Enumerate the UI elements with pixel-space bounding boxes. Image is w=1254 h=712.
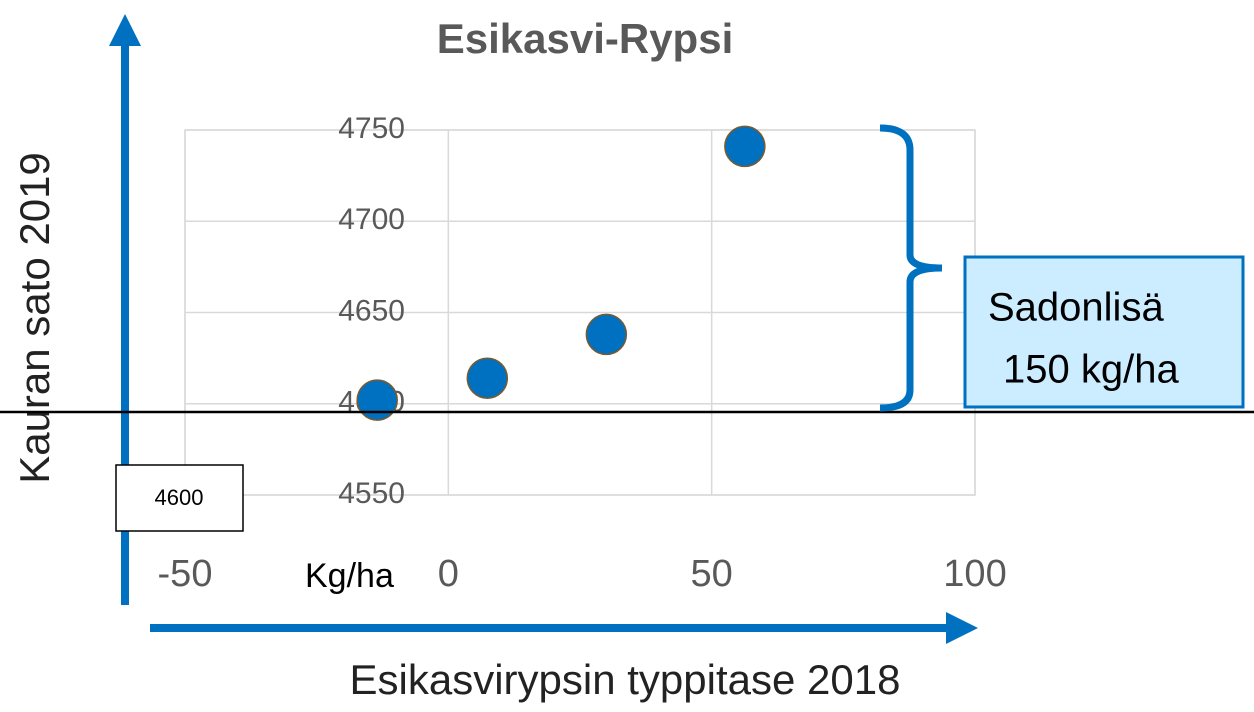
annotation-box [115,464,244,532]
annotation: 4600 [155,485,204,510]
y-tick-label: 4750 [338,112,405,145]
annotation: 150 kg/ha [1003,348,1179,392]
y-axis-label: Kauran sato 2019 [11,152,58,484]
point [724,125,766,168]
annotation: Kg/ha [305,557,394,595]
y-tick-label: 4550 [338,477,405,510]
point [585,313,628,356]
point [466,357,509,399]
bracket [879,124,943,412]
point [356,379,398,421]
y-tick-label: 4650 [338,294,405,327]
x-axis-label: Esikasvirypsin typpitase 2018 [350,656,901,703]
chart-title: Esikasvi-Rypsi [437,15,734,62]
x-tick-label: 50 [691,553,733,595]
y-tick-label: 4700 [338,203,405,236]
x-tick-label: 0 [438,553,459,595]
annotation: Sadonlisä [988,286,1164,330]
x-tick-label: -50 [158,553,213,595]
x-tick-label: 100 [943,553,1006,595]
annotation-box [963,255,1245,409]
